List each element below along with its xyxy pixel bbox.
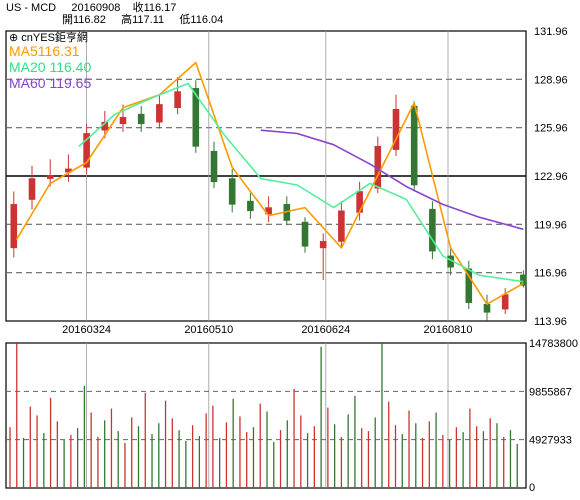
- price-y-tick-label: 116.96: [534, 268, 567, 280]
- symbol-label: US - MCD: [6, 2, 57, 14]
- candle-body: [119, 117, 127, 125]
- open-value: 116.82: [73, 14, 106, 26]
- brand-name: cnYES鉅亨網: [21, 32, 88, 44]
- date-label: 20160908: [71, 2, 121, 14]
- candle-body: [319, 241, 327, 249]
- candle-body: [338, 210, 345, 242]
- candle-body: [410, 105, 418, 186]
- legend-ma5-label: MA5: [9, 43, 38, 59]
- candle-body: [156, 104, 163, 123]
- candle-body: [520, 274, 527, 286]
- candle-body: [228, 178, 236, 205]
- candle-body: [483, 303, 491, 313]
- candle-body: [392, 109, 400, 150]
- candle-body: [137, 113, 145, 125]
- price-y-tick-label: 125.96: [534, 123, 568, 135]
- volume-y-tick-label: 4927933: [529, 435, 572, 447]
- price-y-tick-label: 119.96: [534, 219, 567, 231]
- candle-body: [247, 200, 254, 212]
- candle-body: [301, 221, 309, 247]
- candle-body: [46, 175, 54, 179]
- x-tick-label: 20160510: [184, 324, 233, 336]
- candle-body: [174, 91, 181, 108]
- open-label: 開: [62, 14, 73, 26]
- candle-body: [10, 204, 18, 249]
- low-label: 低: [179, 14, 191, 26]
- brand-label: ⊕ cnYES鉅亨網: [9, 31, 88, 45]
- price-y-tick-label: 128.96: [534, 74, 568, 86]
- legend-ma5-value: 116.31: [37, 43, 80, 59]
- legend-ma20: MA20 116.40: [9, 60, 91, 74]
- candle-body: [192, 88, 200, 147]
- header-line-2: 開116.82 高117.11 低116.04: [62, 14, 223, 26]
- legend-ma20-value: 116.40: [49, 59, 92, 75]
- legend-ma60-value: 119.65: [49, 75, 92, 91]
- close-label: 收: [132, 2, 144, 14]
- legend-ma60-label: MA60: [9, 75, 46, 91]
- candle-body: [28, 178, 36, 200]
- volume-y-tick-label: 0: [529, 482, 535, 494]
- candle-body: [210, 150, 218, 183]
- cnyes-logo-icon: ⊕: [9, 32, 19, 44]
- ma-line-ma5: [15, 61, 524, 306]
- high-value: 117.11: [132, 14, 165, 26]
- candle-body: [429, 208, 436, 252]
- candle-body: [83, 133, 90, 168]
- price-y-tick-label: 113.96: [534, 316, 567, 328]
- high-label: 高: [121, 14, 133, 26]
- ma-line-ma60: [260, 129, 524, 231]
- volume-y-tick-label: 9855867: [529, 386, 572, 398]
- ma-line-ma20: [78, 82, 524, 283]
- x-tick-label: 20160810: [424, 324, 473, 336]
- volume-y-tick-label: 14783800: [529, 338, 578, 350]
- legend-ma60: MA60 119.65: [9, 76, 91, 90]
- x-tick-label: 20160324: [62, 324, 111, 336]
- legend-ma5: MA5116.31: [9, 44, 80, 58]
- legend-ma20-label: MA20: [9, 59, 46, 75]
- price-y-tick-label: 122.96: [534, 171, 568, 183]
- candle-body: [356, 191, 363, 213]
- low-value: 116.04: [190, 14, 224, 26]
- x-tick-label: 20160624: [301, 324, 350, 336]
- volume-panel: [5, 342, 527, 489]
- header-line-1: US - MCD 20160908 收116.17: [6, 2, 176, 14]
- close-value: 116.17: [143, 2, 177, 14]
- price-y-tick-label: 131.96: [534, 26, 568, 38]
- candle-body: [501, 294, 509, 310]
